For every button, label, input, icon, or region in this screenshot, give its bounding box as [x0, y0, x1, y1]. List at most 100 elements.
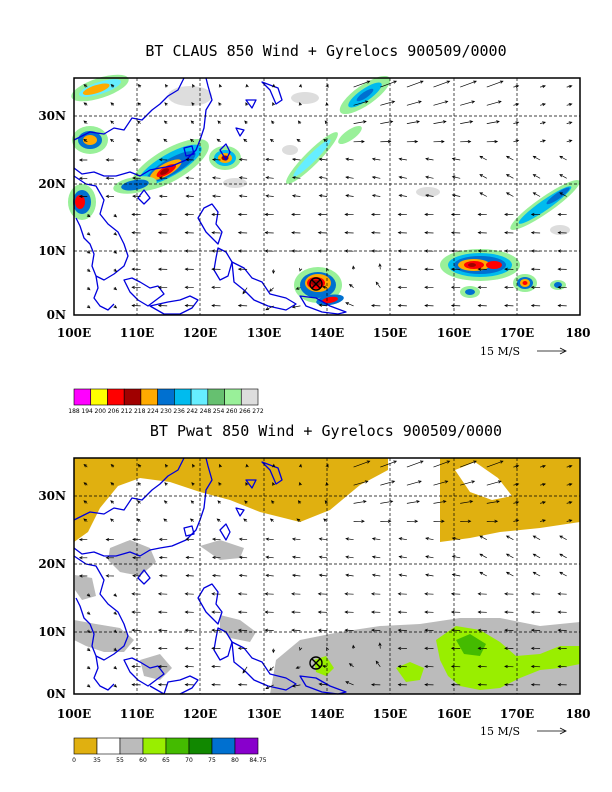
y-tick-label: 0N — [47, 687, 66, 701]
y-tick-label: 10N — [38, 244, 66, 258]
wind-vector-arrow — [486, 500, 500, 504]
wind-vector-arrow — [318, 573, 328, 577]
wind-vector-arrow — [345, 681, 354, 686]
wind-vector-arrow — [540, 84, 546, 88]
wind-vector-arrow — [557, 610, 567, 614]
wind-vector-arrow — [380, 120, 394, 124]
wind-vector-arrow — [211, 628, 221, 632]
wind-vector-arrow — [353, 100, 369, 106]
wind-vector-arrow — [271, 648, 276, 654]
wind-vector-arrow — [86, 286, 91, 291]
map-frame — [73, 77, 581, 316]
wind-vector-arrow — [460, 519, 472, 523]
wind-vector-arrow — [218, 83, 222, 88]
wind-vector-arrow — [424, 267, 434, 271]
wind-vector-arrow — [460, 460, 477, 468]
wind-vector-arrow — [504, 646, 514, 651]
x-tick-label: 100E — [57, 326, 91, 340]
wind-vector-arrow — [450, 646, 461, 651]
reference-vector-label: 15 M/S — [480, 345, 520, 358]
legend-swatch — [240, 388, 259, 406]
wind-vector-arrow — [477, 212, 487, 217]
wind-vector-arrow — [424, 610, 434, 614]
wind-vector-arrow — [78, 538, 88, 542]
wind-vector-arrow — [211, 176, 221, 180]
wind-vector-arrow — [460, 120, 474, 124]
wind-vector-arrow — [380, 139, 392, 144]
wind-vector-arrow — [477, 664, 487, 669]
wind-vector-arrow — [113, 286, 118, 291]
wind-vector-arrow — [317, 592, 328, 596]
wind-vector-arrow — [450, 285, 461, 290]
wind-vector-arrow — [540, 121, 546, 125]
wind-vector-arrow — [479, 535, 487, 541]
legend-label: 254 — [213, 408, 225, 415]
wind-vector-arrow — [397, 646, 407, 651]
wind-vector-arrow — [217, 120, 221, 125]
wind-vector-arrow — [164, 102, 168, 106]
wind-vector-arrow — [190, 500, 195, 504]
wind-vector-arrow — [217, 500, 221, 504]
wind-vector-arrow — [397, 610, 407, 614]
wind-vector-arrow — [184, 610, 194, 614]
x-tick-label: 170E — [500, 707, 534, 721]
wind-vector-arrow — [243, 138, 248, 143]
wind-vector-arrow — [424, 592, 434, 596]
wind-vector-arrow — [371, 683, 381, 687]
wind-vector-arrow — [345, 555, 354, 559]
wind-vector-arrow — [211, 555, 221, 560]
wind-vector-arrow — [157, 303, 168, 308]
wind-vector-arrow — [450, 303, 461, 308]
wind-vector-arrow — [425, 555, 434, 559]
wind-vector-arrow — [136, 518, 141, 522]
wind-vector-arrow — [540, 139, 546, 143]
wind-vector-arrow — [348, 283, 354, 288]
wind-vector-arrow — [105, 194, 114, 199]
wind-vector-arrow — [157, 231, 168, 235]
wind-vector-arrow — [105, 574, 114, 578]
wind-vector-arrow — [351, 644, 356, 649]
y-tick-label: 0N — [47, 308, 66, 322]
wind-vector-arrow — [158, 176, 168, 180]
wind-vector-arrow — [211, 194, 221, 198]
wind-vector-arrow — [110, 120, 115, 124]
wind-vector-arrow — [113, 232, 118, 236]
wind-vector-arrow — [486, 460, 504, 468]
wind-vector-arrow — [184, 683, 194, 687]
wind-vector-arrow — [353, 500, 367, 504]
wind-vector-arrow — [113, 665, 118, 670]
wind-vector-arrow — [557, 231, 567, 235]
wind-vector-arrow — [185, 176, 194, 180]
wind-vector-arrow — [532, 553, 541, 559]
wind-vector-arrow — [113, 250, 118, 254]
wind-vector-arrow — [237, 303, 248, 308]
wind-vector-arrow — [105, 537, 114, 542]
wind-vector-arrow — [397, 285, 407, 290]
wind-vector-arrow — [272, 463, 276, 468]
wind-vector-arrow — [298, 102, 302, 106]
wind-vector-arrow — [113, 213, 118, 218]
y-tick-label: 30N — [38, 489, 66, 503]
wind-vector-arrow — [211, 303, 221, 308]
wind-vector-arrow — [265, 573, 274, 578]
wind-vector-arrow — [486, 480, 502, 486]
wind-vector-arrow — [371, 610, 381, 614]
wind-vector-arrow — [105, 176, 114, 180]
legend-swatch — [123, 388, 142, 406]
wind-vector-arrow — [318, 303, 328, 307]
wind-vector-arrow — [113, 305, 118, 309]
wind-vector-arrow — [86, 305, 91, 309]
legend-label: 0 — [72, 757, 76, 764]
wind-vector-arrow — [450, 267, 461, 271]
wind-vector-arrow — [477, 267, 487, 271]
wind-vector-arrow — [530, 683, 541, 687]
wind-vector-arrow — [86, 213, 91, 218]
wind-vector-arrow — [105, 556, 114, 560]
panel-pwat: BT Pwat 850 Wind + Gyrelocs 900509/0000 — [38, 422, 590, 764]
wind-vector-arrow — [269, 287, 274, 292]
legend-swatch — [73, 737, 98, 755]
legend-label: 188 — [68, 408, 80, 415]
wind-vector-arrow — [318, 157, 328, 161]
y-tick-label: 20N — [38, 557, 66, 571]
wind-vector-arrow — [291, 537, 301, 541]
